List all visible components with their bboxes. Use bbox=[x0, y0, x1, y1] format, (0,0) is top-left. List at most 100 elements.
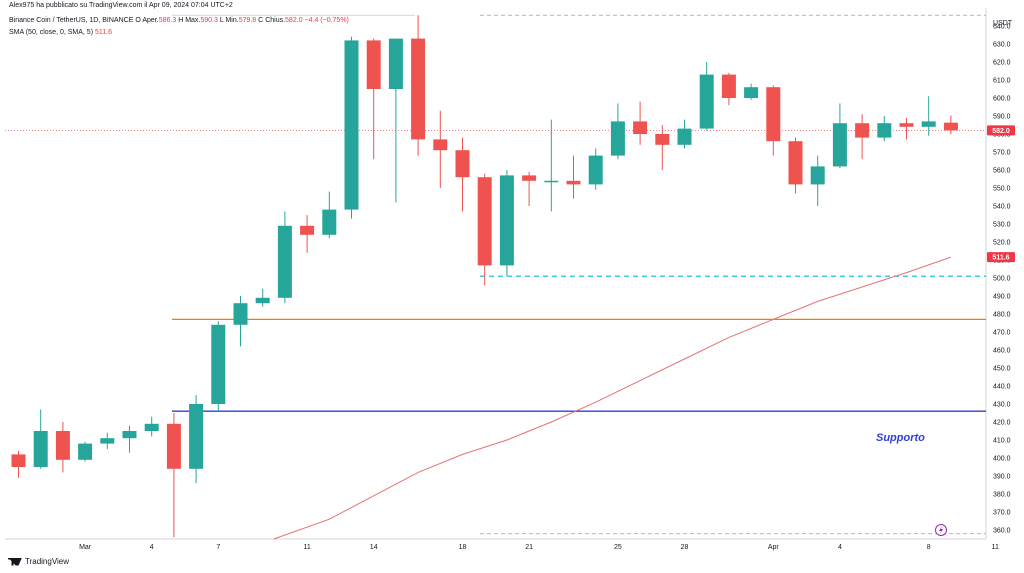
candle-body-up bbox=[255, 297, 270, 304]
candle-body-up bbox=[877, 123, 892, 138]
symbol-label: Binance Coin / TetherUS, 1D, BINANCE bbox=[9, 17, 134, 24]
indicator-label: SMA (50, close, 0, SMA, 5) bbox=[9, 29, 94, 36]
candle-body-down bbox=[433, 139, 448, 151]
candle-body-down bbox=[300, 225, 315, 235]
change-value: −4.4 (−0.75%) bbox=[304, 17, 349, 24]
x-tick-label: 28 bbox=[681, 544, 689, 551]
y-tick-label: 370.0 bbox=[993, 510, 1011, 517]
candle-body-down bbox=[721, 74, 736, 98]
candle-body-down bbox=[766, 87, 781, 142]
x-tick-label: 4 bbox=[150, 544, 154, 551]
y-tick-label: 440.0 bbox=[993, 384, 1011, 391]
candle-body-up bbox=[33, 431, 48, 467]
footer-brand[interactable]: TradingView bbox=[8, 557, 69, 566]
close-letter: C bbox=[258, 17, 264, 24]
candle-body-up bbox=[677, 128, 692, 145]
low-letter: L bbox=[219, 17, 224, 24]
candle-body-down bbox=[477, 177, 492, 266]
y-tick-label: 470.0 bbox=[993, 330, 1011, 337]
tradingview-logo-icon bbox=[8, 557, 22, 566]
y-tick-label: 540.0 bbox=[993, 204, 1011, 211]
current-price-tag: 582.0 bbox=[992, 128, 1010, 135]
y-tick-label: 400.0 bbox=[993, 456, 1011, 463]
candle-body-up bbox=[322, 209, 337, 235]
candle-body-up bbox=[122, 431, 137, 439]
y-tick-label: 640.0 bbox=[993, 24, 1011, 31]
candle-body-up bbox=[499, 175, 514, 266]
support-label: Supporto bbox=[876, 432, 925, 444]
x-tick-label: 11 bbox=[303, 544, 310, 551]
candle-body-up bbox=[610, 121, 625, 156]
sma-price-tag-bg bbox=[987, 252, 1015, 263]
candle-body-down bbox=[566, 180, 581, 185]
candle-body-up bbox=[921, 121, 936, 127]
y-tick-label: 500.0 bbox=[993, 276, 1011, 283]
high-letter: H bbox=[178, 17, 184, 24]
candle-body-up bbox=[588, 155, 603, 185]
candle-body-up bbox=[100, 438, 115, 444]
low-value: 579.8 bbox=[238, 17, 257, 24]
high-label: Max. bbox=[185, 17, 201, 24]
y-tick-label: 360.0 bbox=[993, 528, 1011, 535]
y-tick-label: 550.0 bbox=[993, 186, 1011, 193]
candle-body-down bbox=[522, 175, 537, 181]
sma-line bbox=[273, 256, 952, 540]
candle-body-down bbox=[855, 123, 870, 138]
x-tick-label: 14 bbox=[370, 544, 378, 551]
x-tick-label: Mar bbox=[79, 544, 92, 551]
candle-body-down bbox=[55, 431, 70, 460]
y-tick-label: 490.0 bbox=[993, 294, 1011, 301]
candle-body-up bbox=[832, 123, 847, 167]
y-tick-label: 430.0 bbox=[993, 402, 1011, 409]
y-tick-label: 460.0 bbox=[993, 348, 1011, 355]
y-tick-label: 390.0 bbox=[993, 474, 1011, 481]
close-value: 582.0 bbox=[285, 17, 303, 24]
high-value: 590.3 bbox=[200, 17, 218, 24]
open-letter: O bbox=[135, 17, 141, 24]
x-tick-label: Apr bbox=[768, 544, 780, 551]
open-value: 586.3 bbox=[158, 17, 177, 24]
x-tick-label: 11 bbox=[992, 544, 999, 551]
candle-body-up bbox=[744, 87, 759, 98]
candle-body-up bbox=[544, 180, 559, 183]
y-tick-label: 600.0 bbox=[993, 96, 1011, 103]
y-tick-label: 610.0 bbox=[993, 78, 1011, 85]
candle-body-up bbox=[78, 443, 93, 460]
low-label: Min. bbox=[225, 17, 239, 24]
indicator-value: 511.6 bbox=[94, 29, 112, 36]
current-price-tag-bg bbox=[987, 125, 1015, 136]
candle-body-up bbox=[699, 74, 714, 129]
candle-body-down bbox=[788, 141, 803, 185]
y-tick-label: 410.0 bbox=[993, 438, 1011, 445]
candle-body-down bbox=[366, 40, 381, 89]
currency-label: USDT bbox=[993, 20, 1013, 27]
candle-body-up bbox=[144, 423, 159, 431]
candle-body-up bbox=[344, 40, 359, 210]
close-label: Chius. bbox=[265, 17, 286, 24]
y-tick-label: 380.0 bbox=[993, 492, 1011, 499]
open-label: Aper. bbox=[142, 17, 159, 24]
x-tick-label: 8 bbox=[927, 544, 931, 551]
candle-body-down bbox=[166, 423, 181, 469]
candle-body-down bbox=[633, 121, 648, 134]
x-tick-label: 7 bbox=[216, 544, 220, 551]
sma-price-tag: 511.6 bbox=[992, 255, 1009, 262]
candle-body-down bbox=[655, 134, 670, 145]
y-tick-label: 590.0 bbox=[993, 114, 1011, 121]
candle-body-up bbox=[388, 38, 403, 89]
candle-body-up bbox=[810, 166, 825, 185]
candle-body-up bbox=[211, 324, 226, 404]
x-tick-label: 4 bbox=[838, 544, 842, 551]
brand-label: TradingView bbox=[25, 557, 70, 566]
y-tick-label: 530.0 bbox=[993, 222, 1011, 229]
ohlc-legend: Binance Coin / TetherUS, 1D, BINANCE O A… bbox=[9, 17, 349, 24]
x-tick-label: 21 bbox=[525, 544, 533, 551]
y-tick-label: 480.0 bbox=[993, 312, 1011, 319]
x-tick-label: 25 bbox=[614, 544, 622, 551]
candle-body-up bbox=[277, 225, 292, 298]
candle-body-down bbox=[411, 38, 426, 140]
y-tick-label: 420.0 bbox=[993, 420, 1011, 427]
y-tick-label: 630.0 bbox=[993, 42, 1011, 49]
y-tick-label: 450.0 bbox=[993, 366, 1011, 373]
